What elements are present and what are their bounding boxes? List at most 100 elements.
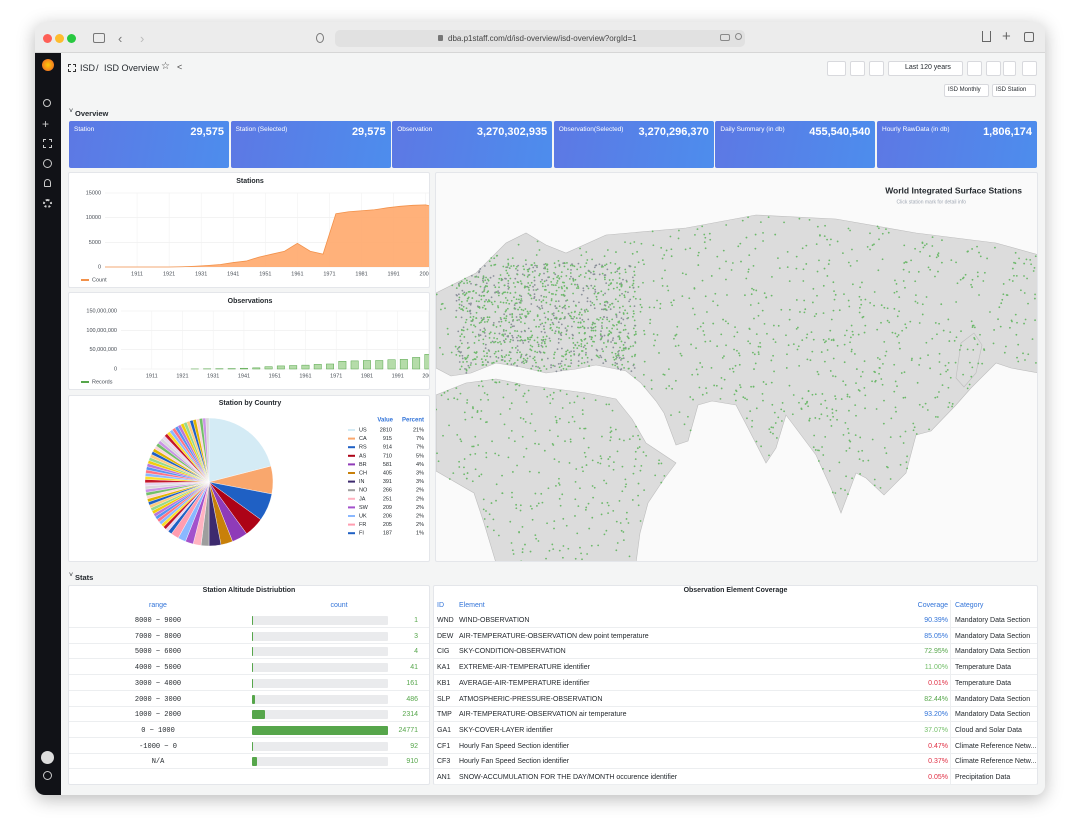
station-marker[interactable] xyxy=(557,321,560,324)
station-marker[interactable] xyxy=(504,319,507,322)
station-marker[interactable] xyxy=(822,312,825,315)
station-marker[interactable] xyxy=(1013,261,1015,264)
station-marker[interactable] xyxy=(947,361,950,364)
station-marker[interactable] xyxy=(780,408,783,411)
station-marker[interactable] xyxy=(554,293,557,296)
station-marker[interactable] xyxy=(971,326,974,328)
station-marker[interactable] xyxy=(495,291,498,293)
station-marker[interactable] xyxy=(632,345,635,347)
station-marker[interactable] xyxy=(680,354,683,357)
station-marker[interactable] xyxy=(765,296,768,299)
station-marker[interactable] xyxy=(634,458,637,461)
station-marker[interactable] xyxy=(689,396,692,398)
station-marker[interactable] xyxy=(600,334,602,337)
station-marker[interactable] xyxy=(572,334,574,337)
station-marker[interactable] xyxy=(737,245,740,248)
station-marker[interactable] xyxy=(976,275,979,278)
station-marker[interactable] xyxy=(586,259,589,261)
station-marker[interactable] xyxy=(498,320,500,323)
station-marker[interactable] xyxy=(573,311,576,313)
station-marker[interactable] xyxy=(654,339,656,342)
station-marker[interactable] xyxy=(704,295,707,298)
station-marker[interactable] xyxy=(814,393,817,396)
station-marker[interactable] xyxy=(557,341,560,344)
station-marker[interactable] xyxy=(942,329,945,332)
station-marker[interactable] xyxy=(971,286,973,288)
station-marker[interactable] xyxy=(483,290,485,293)
station-marker[interactable] xyxy=(653,306,656,309)
station-marker[interactable] xyxy=(836,418,838,421)
station-marker[interactable] xyxy=(446,389,449,392)
station-marker[interactable] xyxy=(549,323,552,326)
station-marker[interactable] xyxy=(483,300,486,303)
station-marker[interactable] xyxy=(587,269,590,272)
station-marker[interactable] xyxy=(570,350,573,353)
station-marker[interactable] xyxy=(642,451,645,454)
station-marker[interactable] xyxy=(549,303,552,306)
station-marker[interactable] xyxy=(489,331,492,334)
station-marker[interactable] xyxy=(469,453,472,456)
station-marker[interactable] xyxy=(817,460,820,462)
station-marker[interactable] xyxy=(851,283,854,286)
station-marker[interactable] xyxy=(511,491,513,494)
station-marker[interactable] xyxy=(749,410,752,413)
station-marker[interactable] xyxy=(878,358,881,361)
station-marker[interactable] xyxy=(612,278,614,281)
station-marker[interactable] xyxy=(465,371,468,374)
station-marker[interactable] xyxy=(488,513,491,516)
station-marker[interactable] xyxy=(632,282,635,285)
station-marker[interactable] xyxy=(567,547,570,550)
station-marker[interactable] xyxy=(441,353,444,356)
station-marker[interactable] xyxy=(583,332,586,335)
station-marker[interactable] xyxy=(620,282,623,285)
station-marker[interactable] xyxy=(471,445,474,448)
station-marker[interactable] xyxy=(1013,274,1015,277)
station-marker[interactable] xyxy=(603,301,606,304)
station-marker[interactable] xyxy=(603,316,605,318)
station-marker[interactable] xyxy=(565,368,568,371)
station-marker[interactable] xyxy=(516,273,519,276)
station-marker[interactable] xyxy=(496,337,499,340)
station-marker[interactable] xyxy=(577,262,580,265)
station-marker[interactable] xyxy=(949,376,952,379)
station-marker[interactable] xyxy=(527,313,529,315)
station-marker[interactable] xyxy=(834,395,836,398)
station-marker[interactable] xyxy=(820,403,822,406)
station-marker[interactable] xyxy=(615,342,618,345)
station-marker[interactable] xyxy=(525,263,527,266)
back-button[interactable]: ‹ xyxy=(118,31,123,46)
station-marker[interactable] xyxy=(528,470,531,473)
station-marker[interactable] xyxy=(485,282,488,285)
station-marker[interactable] xyxy=(515,507,518,510)
station-marker[interactable] xyxy=(512,282,515,284)
station-marker[interactable] xyxy=(483,304,486,307)
station-marker[interactable] xyxy=(653,344,655,347)
station-marker[interactable] xyxy=(520,321,522,323)
station-marker[interactable] xyxy=(635,333,637,335)
station-marker[interactable] xyxy=(783,221,785,224)
station-marker[interactable] xyxy=(624,290,627,293)
station-marker[interactable] xyxy=(517,264,520,267)
station-marker[interactable] xyxy=(770,426,773,429)
station-marker[interactable] xyxy=(639,469,642,472)
station-marker[interactable] xyxy=(847,261,850,264)
station-marker[interactable] xyxy=(976,343,979,346)
station-marker[interactable] xyxy=(603,276,606,279)
station-marker[interactable] xyxy=(786,266,789,269)
station-marker[interactable] xyxy=(524,315,527,317)
station-marker[interactable] xyxy=(535,537,538,540)
station-marker[interactable] xyxy=(484,308,487,310)
station-marker[interactable] xyxy=(632,315,634,318)
station-marker[interactable] xyxy=(697,264,700,266)
station-marker[interactable] xyxy=(688,297,691,300)
station-marker[interactable] xyxy=(820,351,823,353)
station-marker[interactable] xyxy=(461,357,464,360)
station-marker[interactable] xyxy=(553,365,556,368)
station-marker[interactable] xyxy=(463,473,466,476)
station-marker[interactable] xyxy=(618,320,621,323)
station-marker[interactable] xyxy=(795,255,798,258)
station-marker[interactable] xyxy=(746,398,748,401)
station-marker[interactable] xyxy=(956,282,959,285)
station-marker[interactable] xyxy=(447,398,450,401)
station-marker[interactable] xyxy=(716,304,719,307)
